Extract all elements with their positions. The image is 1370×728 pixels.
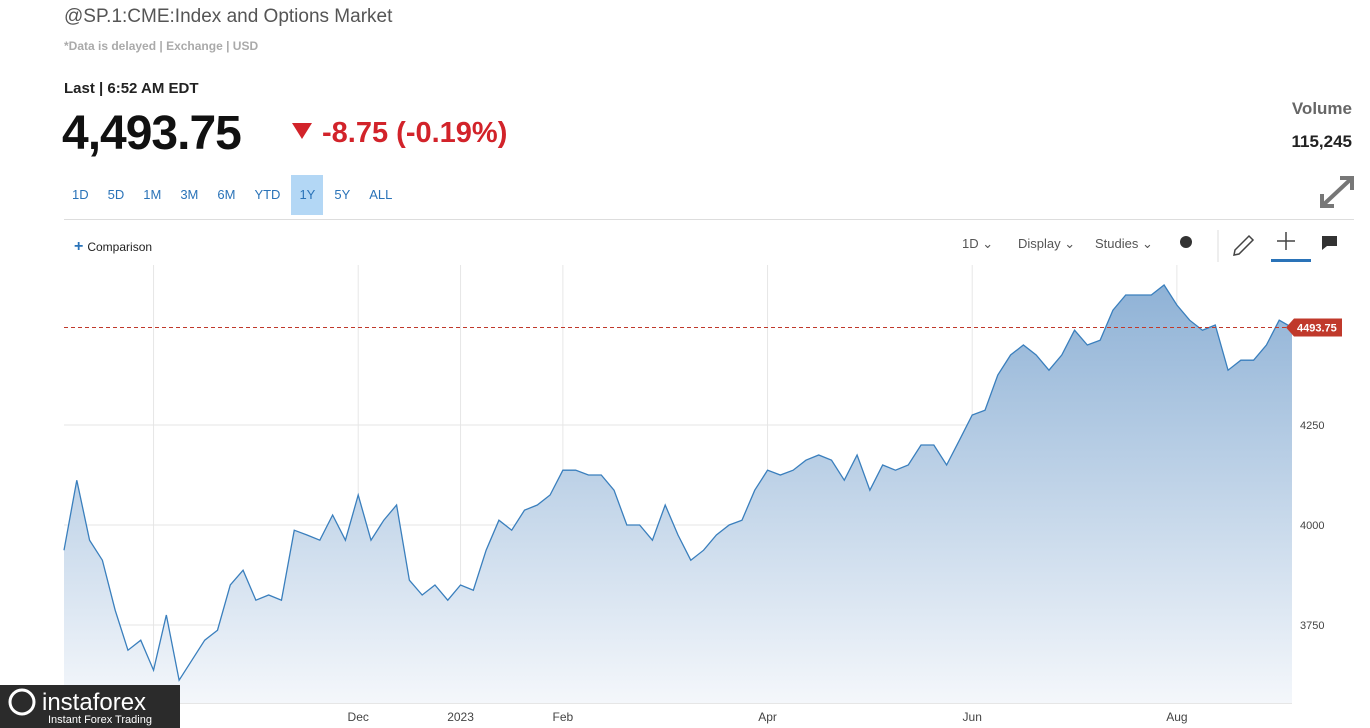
price-line [63,284,1293,682]
x-tick-label: Feb [553,710,574,724]
range-button[interactable]: 5Y [334,187,351,202]
draw-icon[interactable] [1233,234,1255,256]
interval-text: 1D [962,236,979,251]
comparison-text: Comparison [87,240,153,254]
x-tick-label: 2023 [447,710,474,724]
area-fill [64,285,1292,703]
interval-menu[interactable]: 1D ⌄ [962,236,994,251]
range-button[interactable]: 1Y [291,175,324,215]
watermark-logo [8,688,36,716]
y-tick-label: 4250 [1300,420,1324,432]
y-tick-label: 4000 [1300,520,1324,532]
last-label: Last | 6:52 AM EDT [64,80,199,97]
studies-text: Studies [1095,236,1139,251]
volume: 115,245 [1291,132,1352,151]
volume-label: Volume [1291,99,1352,118]
display-menu[interactable]: Display ⌄ [1018,236,1076,251]
x-tick-label: Jun [963,710,982,724]
comparison-button[interactable]: + Comparison [74,238,153,255]
display-text: Display [1018,236,1061,251]
range-button[interactable]: ALL [369,187,393,202]
toolbar-icons [1180,230,1337,262]
y-tick-label: 3750 [1300,620,1324,632]
change-text: -8.75 (-0.19%) [322,117,508,149]
crosshair-icon[interactable] [1277,232,1295,250]
price: 4,493.75 [62,107,242,160]
range-button[interactable]: 6M [217,187,236,202]
title: @SP.1:CME:Index and Options Market [64,6,393,27]
change: -8.75 (-0.19%) [292,117,507,150]
x-tick-label: Dec [348,710,369,724]
reference-tag [1286,318,1342,337]
expand-icon[interactable] [1318,174,1356,210]
range-button[interactable]: 1M [143,187,162,202]
x-tick-label: Aug [1166,710,1187,724]
studies-menu[interactable]: Studies ⌄ [1095,236,1153,251]
range-buttons: 1D 5D 1M 3M 6M YTD 1Y 5Y ALL [64,175,403,215]
range-button[interactable]: 3M [180,187,199,202]
x-tick-label: Apr [758,710,777,724]
watermark-tagline: Instant Forex Trading [48,714,152,726]
range-button[interactable]: 1D [72,187,89,202]
comment-icon[interactable] [1322,236,1337,250]
range-button[interactable]: 5D [107,187,125,202]
watermark-brand: instaforex [42,689,146,716]
settings-icon[interactable] [1180,236,1192,248]
reference-label: 4493.75 [1297,323,1337,335]
separator [64,219,1354,220]
range-button[interactable]: YTD [254,187,281,202]
delay-note: *Data is delayed | Exchange | USD [64,39,259,53]
